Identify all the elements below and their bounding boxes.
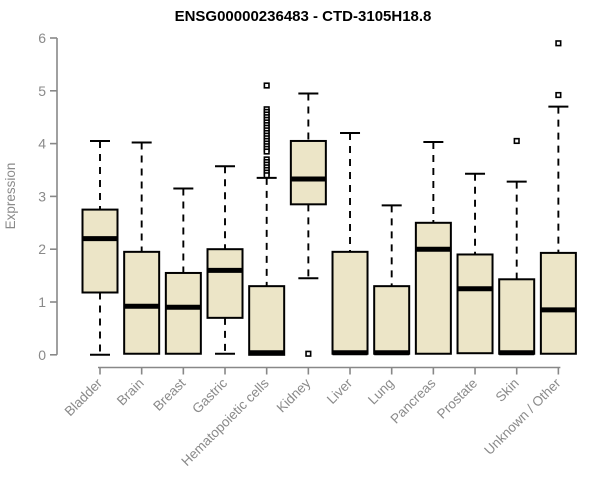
iqr-box	[123, 250, 161, 355]
iqr-box	[81, 208, 119, 294]
outlier-point	[263, 82, 270, 89]
box-lung	[373, 204, 411, 356]
iqr-box	[331, 250, 369, 355]
x-category-label-liver: Liver	[324, 375, 356, 407]
iqr-box	[456, 253, 494, 355]
outlier-point	[263, 172, 270, 179]
box-unknown-other	[539, 40, 577, 355]
box-breast	[164, 187, 202, 355]
y-tick-label: 6	[38, 30, 46, 46]
iqr-box	[289, 139, 327, 206]
y-tick-label: 4	[38, 136, 46, 152]
outlier-point	[263, 148, 270, 155]
y-tick-label: 1	[38, 294, 46, 310]
iqr-box	[248, 285, 286, 356]
iqr-box	[498, 278, 536, 355]
x-category-label-kidney: Kidney	[274, 375, 314, 415]
box-prostate	[456, 172, 494, 355]
iqr-box	[373, 285, 411, 355]
box-pancreas	[414, 141, 452, 355]
x-category-label-prostate: Prostate	[434, 376, 480, 422]
x-category-label-brain: Brain	[114, 376, 147, 409]
box-liver	[331, 132, 369, 356]
outlier-point	[555, 91, 562, 99]
box-gastric	[206, 165, 244, 355]
y-tick-label: 3	[38, 188, 46, 204]
x-category-label-breast: Breast	[150, 375, 188, 413]
chart-title: ENSG00000236483 - CTD-3105H18.8	[175, 8, 432, 25]
y-axis-label: Expression	[3, 163, 18, 230]
y-tick-label: 2	[38, 241, 46, 257]
iqr-box	[164, 271, 202, 355]
y-tick-label: 5	[38, 83, 46, 99]
box-brain	[123, 141, 161, 355]
outlier-point	[555, 40, 562, 47]
iqr-box	[539, 251, 577, 355]
x-category-label-gastric: Gastric	[189, 375, 230, 416]
y-tick-label: 0	[38, 347, 46, 363]
box-hematopoietic-cells	[248, 82, 286, 356]
outlier-point	[305, 350, 312, 357]
box-series	[81, 40, 577, 357]
x-category-label-pancreas: Pancreas	[388, 375, 439, 426]
box-skin	[498, 137, 536, 356]
box-bladder	[81, 139, 119, 356]
iqr-box	[206, 248, 244, 319]
box-kidney	[289, 92, 327, 357]
x-category-label-unknown-other: Unknown / Other	[481, 375, 564, 458]
x-category-label-bladder: Bladder	[62, 375, 106, 419]
iqr-box	[414, 221, 452, 355]
x-category-label-lung: Lung	[365, 376, 397, 408]
y-axis: 0 1 2 3 4 5 6	[38, 30, 58, 363]
outlier-point	[513, 137, 520, 145]
x-category-label-skin: Skin	[493, 376, 522, 405]
